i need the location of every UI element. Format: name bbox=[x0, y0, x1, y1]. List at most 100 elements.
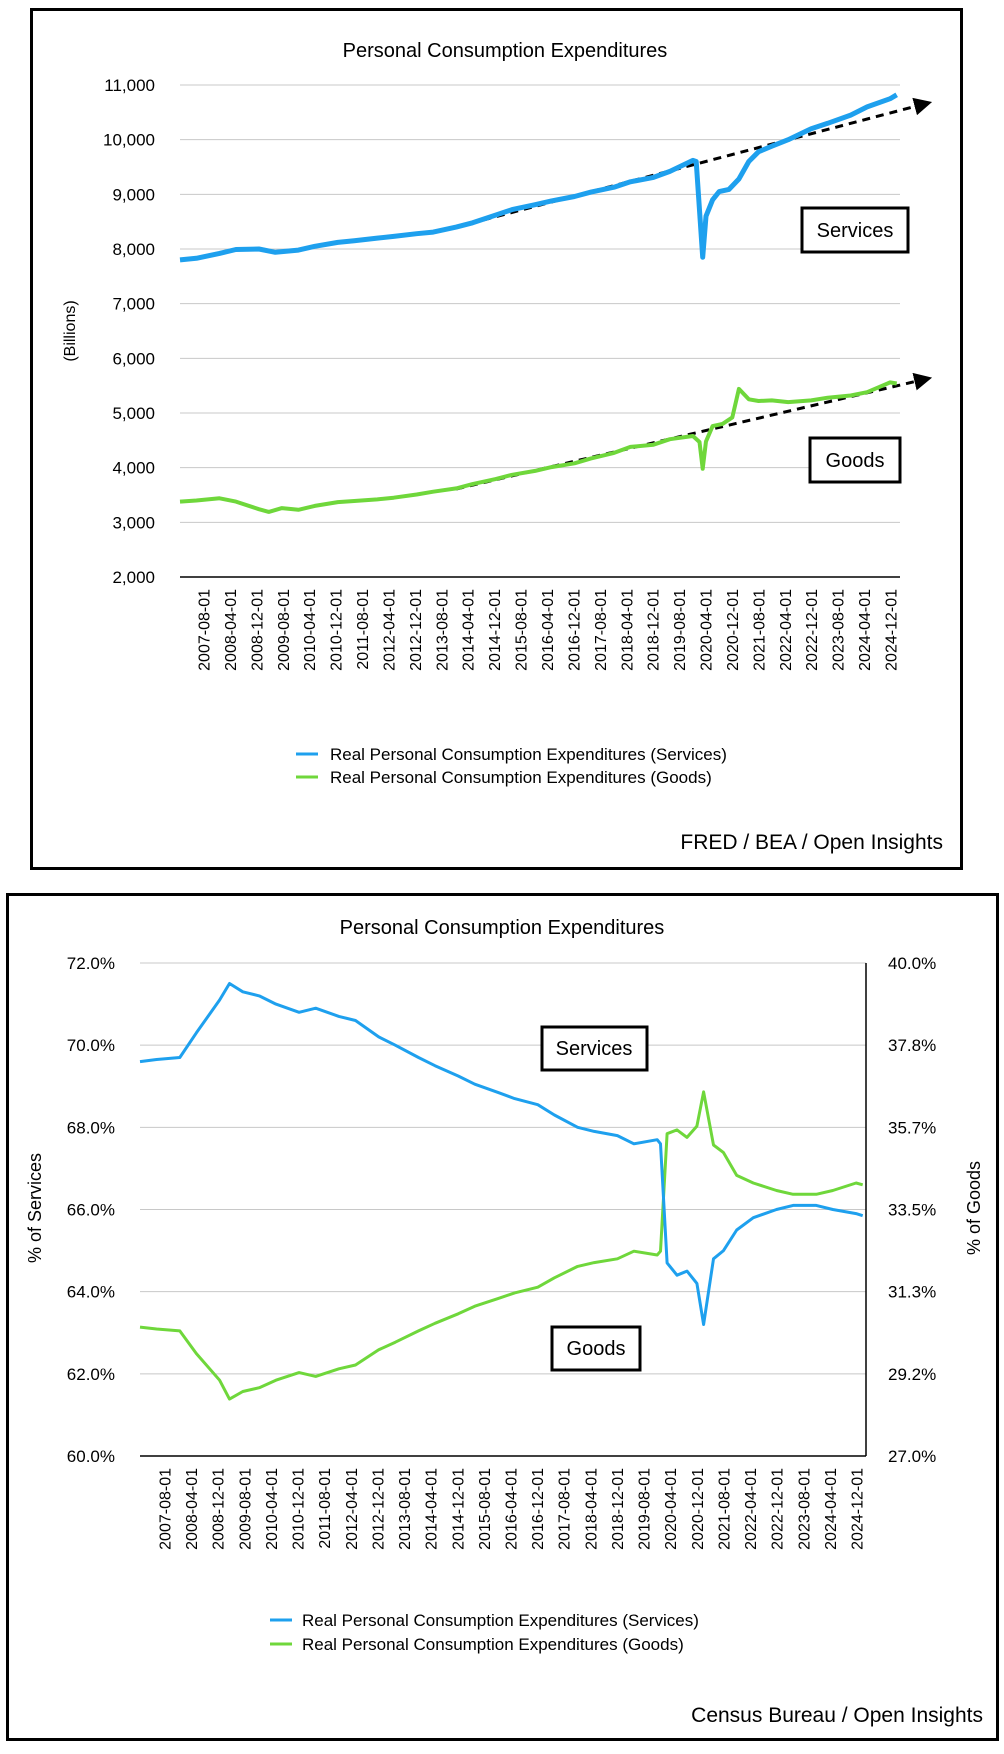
chart1-x-tick-15: 2017-08-01 bbox=[593, 589, 610, 671]
chart2-left-tick-1: 70.0% bbox=[67, 1036, 115, 1055]
chart1-x-tick-6: 2011-08-01 bbox=[355, 589, 372, 670]
chart1-x-tick-18: 2019-08-01 bbox=[672, 589, 689, 671]
chart2-right-tick-1: 37.8% bbox=[888, 1036, 936, 1055]
chart2-annotation-goods-text: Goods bbox=[567, 1338, 626, 1360]
chart1-annotation-services: Services bbox=[800, 206, 910, 254]
chart2-x-tick-25: 2024-04-01 bbox=[823, 1468, 840, 1550]
chart2-x-tick-18: 2019-08-01 bbox=[637, 1468, 654, 1550]
chart1-annotation-goods: Goods bbox=[808, 436, 902, 484]
chart2-annotation-services: Services bbox=[540, 1025, 649, 1072]
chart1-legend-goods: Real Personal Consumption Expenditures (… bbox=[330, 768, 712, 787]
chart1-services-line bbox=[179, 92, 898, 263]
chart2-x-tick-13: 2016-04-01 bbox=[504, 1468, 521, 1550]
chart2-right-tick-4: 31.3% bbox=[888, 1283, 936, 1302]
chart1-x-tick-20: 2020-12-01 bbox=[725, 589, 742, 671]
chart2-x-tick-5: 2010-12-01 bbox=[291, 1468, 308, 1550]
chart2-right-tick-2: 35.7% bbox=[888, 1118, 936, 1137]
chart2-left-axis-label: % of Services bbox=[25, 1153, 45, 1263]
chart2-annotation-goods: Goods bbox=[550, 1325, 642, 1372]
chart1-x-tick-21: 2021-08-01 bbox=[751, 589, 768, 671]
chart1-y-tick-3: 8,000 bbox=[112, 240, 155, 259]
chart1-x-tick-labels: 2007-08-01 2008-04-01 2008-12-01 2009-08-01… bbox=[197, 589, 901, 671]
chart2-services-line bbox=[139, 982, 864, 1326]
chart2-left-tick-3: 66.0% bbox=[67, 1201, 115, 1220]
chart1-y-axis-label: (Billions) bbox=[62, 300, 79, 361]
chart2-x-tick-0: 2007-08-01 bbox=[158, 1468, 175, 1550]
chart2-x-tick-24: 2023-08-01 bbox=[796, 1468, 813, 1550]
chart1-y-tick-1: 10,000 bbox=[103, 131, 155, 150]
chart2-x-tick-22: 2022-04-01 bbox=[743, 1468, 760, 1550]
chart1-x-tick-4: 2010-04-01 bbox=[302, 589, 319, 671]
chart1-x-tick-11: 2014-12-01 bbox=[487, 589, 504, 671]
chart2-x-tick-8: 2012-12-01 bbox=[370, 1468, 387, 1550]
chart2-x-tick-10: 2014-04-01 bbox=[424, 1468, 441, 1550]
chart1-x-tick-0: 2007-08-01 bbox=[197, 589, 214, 671]
chart2-x-tick-labels: 2007-08-01 2008-04-01 2008-12-01 2009-08-01… bbox=[158, 1468, 867, 1550]
chart2-x-tick-9: 2013-08-01 bbox=[397, 1468, 414, 1550]
chart1-trendline-services bbox=[455, 97, 933, 229]
chart2-goods-line bbox=[139, 1090, 864, 1401]
chart1-trendline-goods bbox=[455, 372, 933, 491]
chart1-x-tick-17: 2018-12-01 bbox=[646, 589, 663, 671]
chart2-right-tick-labels: 40.0% 37.8% 35.7% 33.5% 31.3% 29.2% 27.0% bbox=[888, 954, 936, 1466]
chart2-x-tick-4: 2010-04-01 bbox=[264, 1468, 281, 1550]
chart2-left-tick-5: 62.0% bbox=[67, 1365, 115, 1384]
chart1-annotation-goods-text: Goods bbox=[826, 450, 885, 472]
chart2-x-tick-23: 2022-12-01 bbox=[770, 1468, 787, 1550]
chart1-legend-services: Real Personal Consumption Expenditures (… bbox=[330, 745, 727, 764]
chart1-title: Personal Consumption Expenditures bbox=[343, 40, 668, 62]
chart-panel-shares bbox=[6, 893, 999, 1741]
chart1-x-tick-7: 2012-04-01 bbox=[381, 589, 398, 671]
chart1-x-tick-26: 2024-12-01 bbox=[884, 589, 901, 671]
chart2-x-tick-20: 2020-12-01 bbox=[690, 1468, 707, 1550]
chart1-x-tick-16: 2018-04-01 bbox=[619, 589, 636, 671]
chart1-y-tick-7: 4,000 bbox=[112, 459, 155, 478]
chart1-x-tick-9: 2013-08-01 bbox=[434, 589, 451, 671]
chart2-x-tick-3: 2009-08-01 bbox=[237, 1468, 254, 1550]
chart2-x-tick-12: 2015-08-01 bbox=[477, 1468, 494, 1550]
chart2-x-tick-14: 2016-12-01 bbox=[530, 1468, 547, 1550]
chart1-x-tick-22: 2022-04-01 bbox=[778, 589, 795, 671]
chart1-x-tick-1: 2008-04-01 bbox=[223, 589, 240, 671]
chart2-left-tick-6: 60.0% bbox=[67, 1447, 115, 1466]
chart1-x-tick-5: 2010-12-01 bbox=[329, 589, 346, 671]
chart2-legend-services: Real Personal Consumption Expenditures (… bbox=[302, 1611, 699, 1630]
chart1-x-tick-24: 2023-08-01 bbox=[831, 589, 848, 671]
chart2-x-tick-6: 2011-08-01 bbox=[317, 1468, 334, 1549]
chart-panel-levels bbox=[30, 8, 963, 870]
chart2-right-axis-label: % of Goods bbox=[964, 1161, 984, 1255]
chart1-x-tick-14: 2016-12-01 bbox=[566, 589, 583, 671]
chart1-x-tick-19: 2020-04-01 bbox=[699, 589, 716, 671]
chart1-x-tick-8: 2012-12-01 bbox=[408, 589, 425, 671]
chart1-legend: Real Personal Consumption Expenditures (… bbox=[296, 745, 727, 787]
chart2-x-tick-16: 2018-04-01 bbox=[583, 1468, 600, 1550]
chart1-x-tick-13: 2016-04-01 bbox=[540, 589, 557, 671]
chart2-x-tick-17: 2018-12-01 bbox=[610, 1468, 627, 1550]
chart1-x-tick-23: 2022-12-01 bbox=[804, 589, 821, 671]
chart1-annotation-services-text: Services bbox=[817, 220, 894, 242]
chart1-y-tick-4: 7,000 bbox=[112, 295, 155, 314]
chart2-source: Census Bureau / Open Insights bbox=[691, 1704, 983, 1727]
chart2-left-tick-2: 68.0% bbox=[67, 1118, 115, 1137]
chart2-legend: Real Personal Consumption Expenditures (… bbox=[270, 1611, 699, 1654]
chart1-trendlines bbox=[455, 97, 933, 491]
chart1-gridlines bbox=[180, 84, 900, 578]
chart2-right-tick-3: 33.5% bbox=[888, 1201, 936, 1220]
chart2-x-tick-21: 2021-08-01 bbox=[716, 1468, 733, 1550]
chart2-right-tick-6: 27.0% bbox=[888, 1447, 936, 1466]
chart2-x-tick-7: 2012-04-01 bbox=[344, 1468, 361, 1550]
chart2-legend-goods: Real Personal Consumption Expenditures (… bbox=[302, 1635, 684, 1654]
chart1-x-tick-3: 2009-08-01 bbox=[276, 589, 293, 671]
chart1-goods-line bbox=[179, 380, 898, 514]
chart1-y-tick-6: 5,000 bbox=[112, 404, 155, 423]
chart1-y-tick-8: 3,000 bbox=[112, 513, 155, 532]
chart1-x-tick-12: 2015-08-01 bbox=[514, 589, 531, 671]
chart2-annotation-services-text: Services bbox=[556, 1038, 633, 1060]
chart2-x-tick-1: 2008-04-01 bbox=[184, 1468, 201, 1550]
chart2-x-tick-2: 2008-12-01 bbox=[211, 1468, 228, 1550]
chart1-x-tick-2: 2008-12-01 bbox=[249, 589, 266, 671]
chart2-x-tick-15: 2017-08-01 bbox=[557, 1468, 574, 1550]
chart1-x-tick-10: 2014-04-01 bbox=[461, 589, 478, 671]
chart2-right-tick-0: 40.0% bbox=[888, 954, 936, 973]
